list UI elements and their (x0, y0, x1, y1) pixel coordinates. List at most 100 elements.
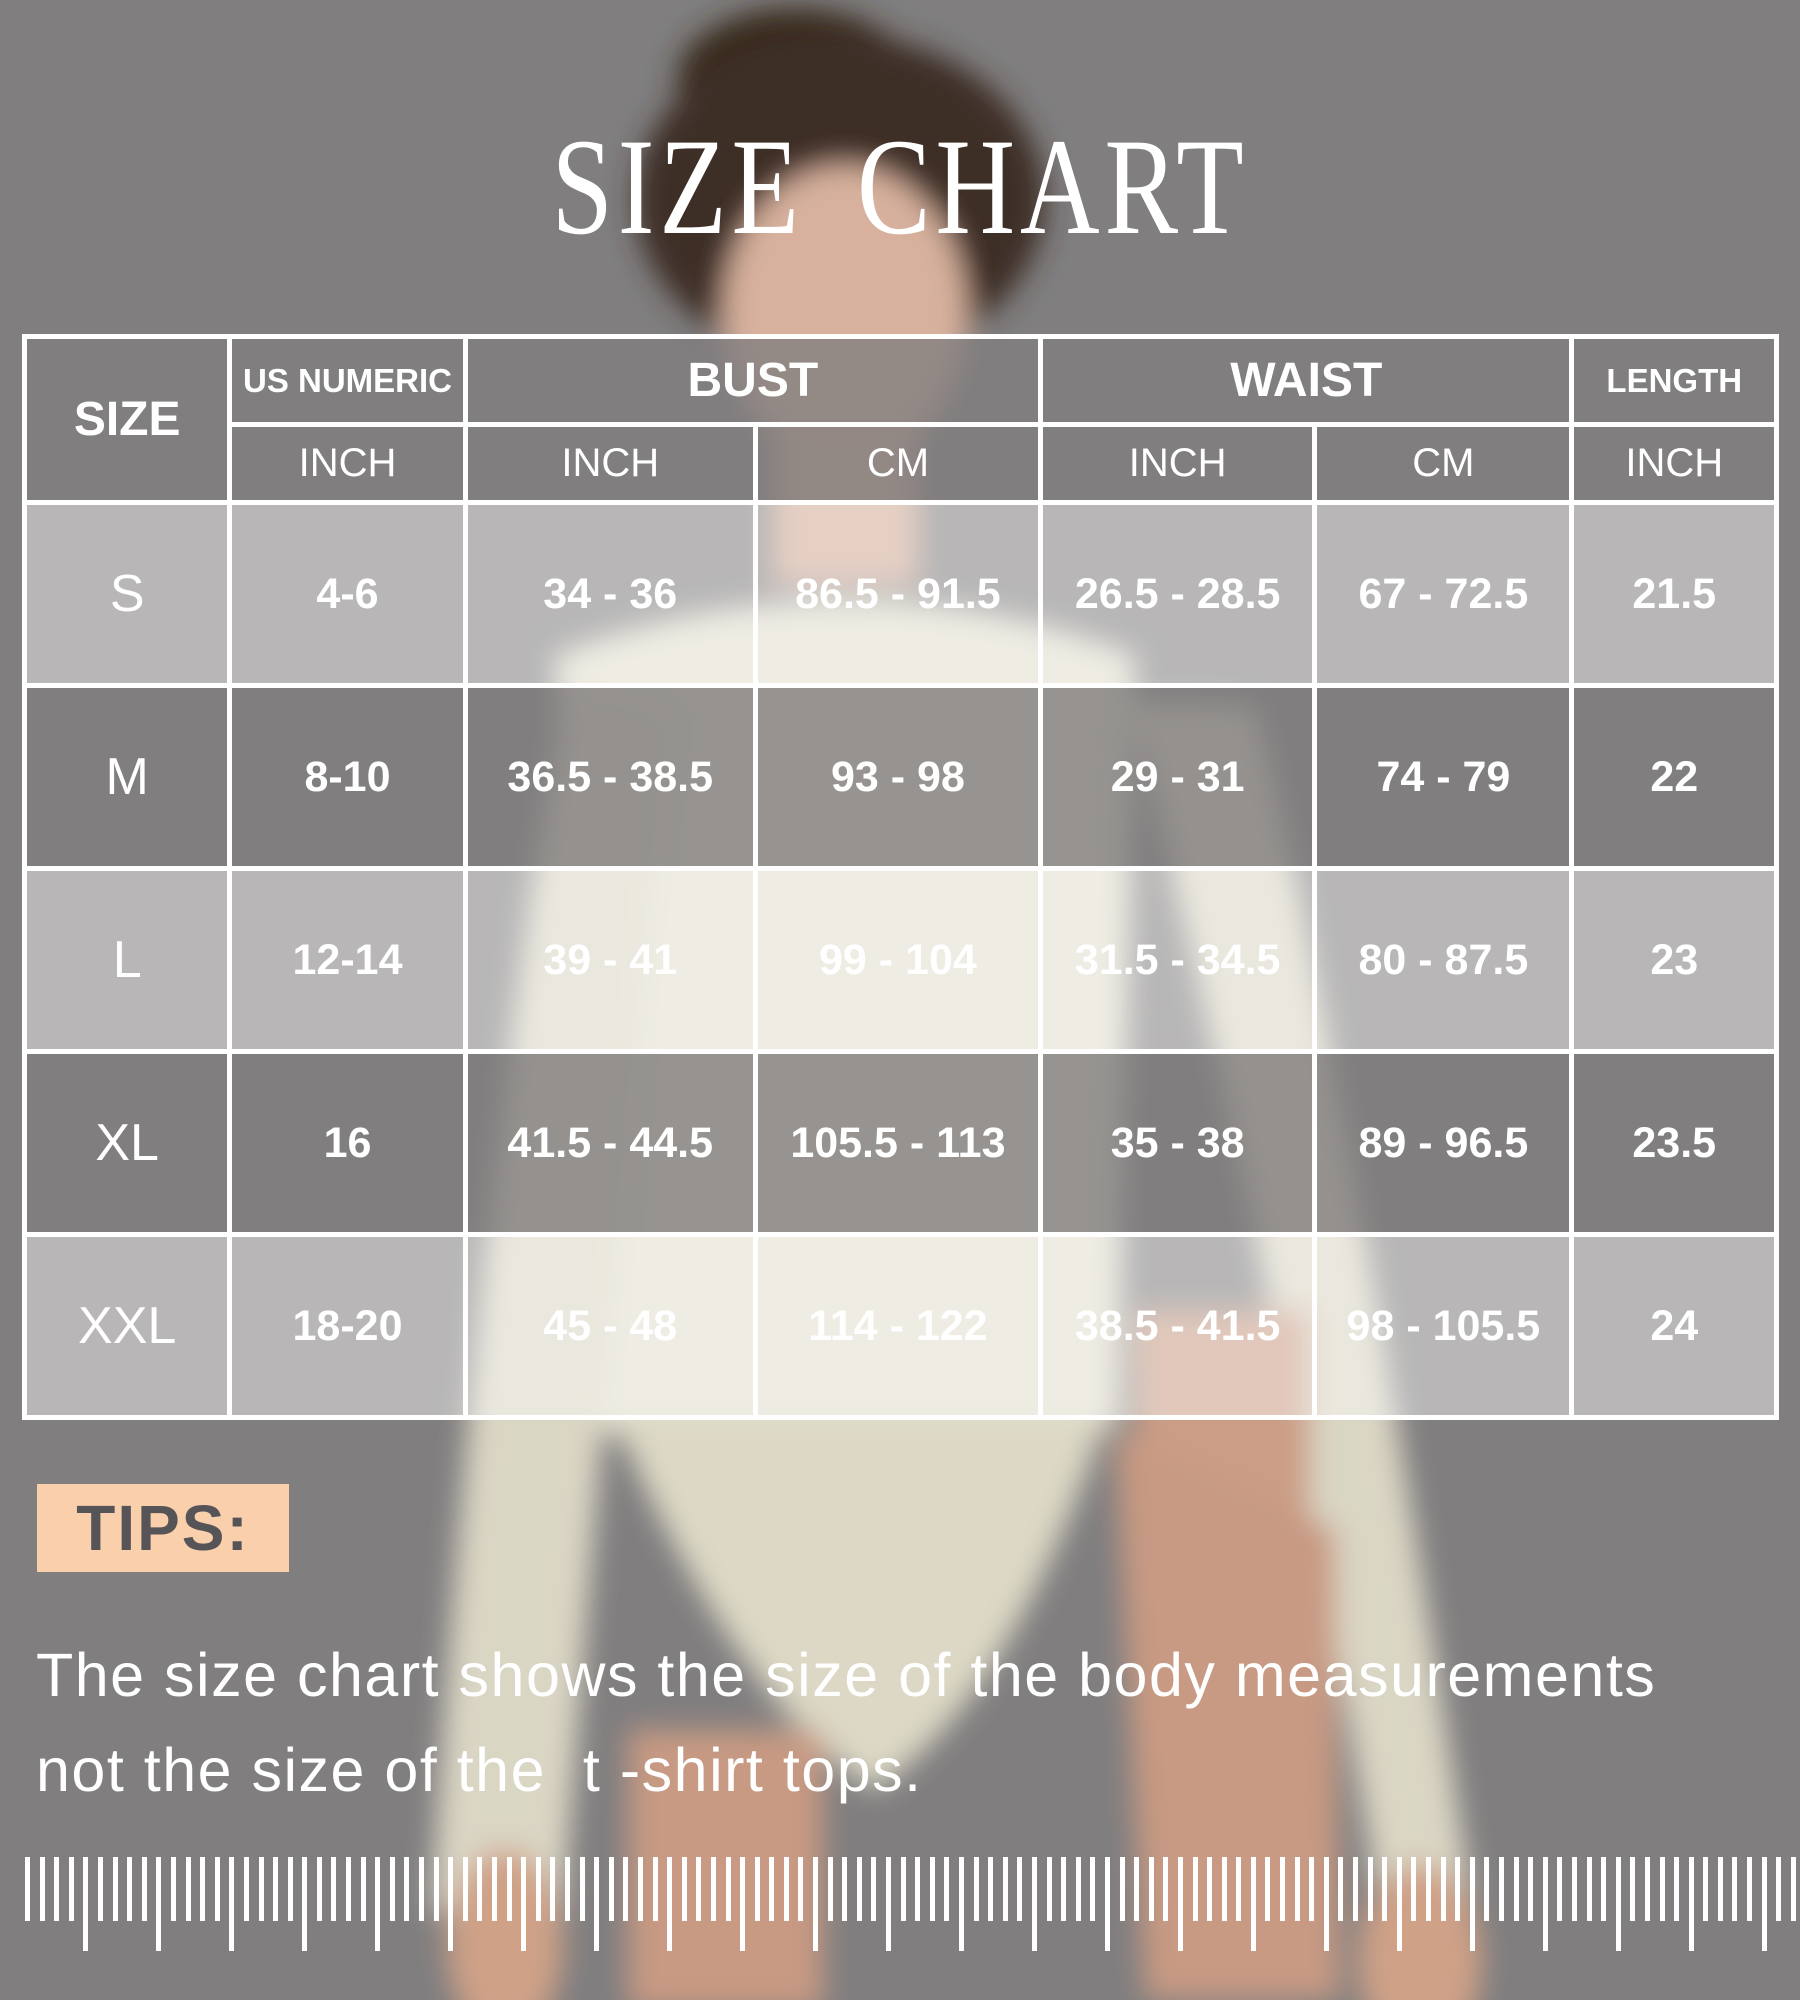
unit-waist-cm: CM (1312, 422, 1575, 505)
ruler-tick (1674, 1857, 1680, 1921)
ruler-tick (783, 1857, 789, 1921)
table-row-s: S 4-6 34 - 36 86.5 - 91.5 26.5 - 28.5 67… (21, 500, 1779, 688)
ruler-tick (54, 1857, 60, 1921)
bust-inch-cell: 41.5 - 44.5 (462, 1049, 758, 1237)
waist-cm-cell: 89 - 96.5 (1312, 1049, 1575, 1237)
ruler-tick (258, 1857, 264, 1921)
model-left-hand (447, 1850, 563, 2000)
waist-cm-cell: 74 - 79 (1312, 683, 1575, 871)
ruler-tick (1061, 1857, 1067, 1921)
ruler-tick (1163, 1857, 1169, 1921)
ruler-tick (1090, 1857, 1096, 1921)
ruler-tick (25, 1857, 30, 1921)
note-line-2: not the size of the t -shirt tops. (36, 1736, 923, 1804)
ruler-tick (681, 1857, 687, 1921)
ruler-tick (1571, 1857, 1577, 1921)
ruler-tick (68, 1857, 74, 1921)
ruler-tick (1469, 1857, 1475, 1951)
bust-cm-cell: 99 - 104 (752, 866, 1044, 1054)
ruler-tick (1790, 1857, 1796, 1921)
ruler-tick (39, 1857, 45, 1921)
ruler-tick (1134, 1857, 1140, 1921)
ruler-tick (1498, 1857, 1504, 1921)
bust-cm-cell: 114 - 122 (752, 1232, 1044, 1420)
ruler-tick (375, 1857, 381, 1951)
ruler-tick (988, 1857, 994, 1921)
ruler-tick (1703, 1857, 1709, 1921)
ruler-tick (477, 1857, 483, 1921)
us-numeric-cell: 18-20 (227, 1232, 468, 1420)
ruler-tick (433, 1857, 439, 1921)
bust-cm-cell: 86.5 - 91.5 (752, 500, 1044, 688)
ruler-tick (185, 1857, 191, 1921)
ruler-tick (1557, 1857, 1563, 1921)
ruler-tick (346, 1857, 352, 1921)
ruler-tick (273, 1857, 279, 1921)
col-header-us-numeric: US NUMERIC (227, 334, 468, 427)
length-inch-cell: 23 (1569, 866, 1779, 1054)
ruler-tick (608, 1857, 614, 1921)
waist-cm-cell: 98 - 105.5 (1312, 1232, 1575, 1420)
waist-cm-cell: 67 - 72.5 (1312, 500, 1575, 688)
ruler-tick (170, 1857, 176, 1921)
ruler-tick (1017, 1857, 1023, 1921)
ruler-tick (404, 1857, 410, 1921)
header-row-groups: SIZE US NUMERIC BUST WAIST LENGTH (21, 334, 1779, 505)
ruler-tick (1148, 1857, 1154, 1921)
ruler-tick (1601, 1857, 1607, 1921)
ruler-tick (1455, 1857, 1461, 1921)
ruler-tick (667, 1857, 673, 1951)
waist-inch-cell: 35 - 38 (1038, 1049, 1318, 1237)
ruler-tick (1528, 1857, 1534, 1921)
table-row-l: L 12-14 39 - 41 99 - 104 31.5 - 34.5 80 … (21, 866, 1779, 1054)
bust-cm-cell: 105.5 - 113 (752, 1049, 1044, 1237)
col-header-length: LENGTH (1569, 334, 1779, 427)
ruler-tick (1353, 1857, 1359, 1921)
ruler-tick (462, 1857, 468, 1921)
us-numeric-cell: 16 (227, 1049, 468, 1237)
ruler-tick (856, 1857, 862, 1921)
ruler-tick (1411, 1857, 1417, 1921)
col-header-waist: WAIST (1038, 334, 1575, 427)
us-numeric-cell: 12-14 (227, 866, 468, 1054)
size-cell: XXL (21, 1232, 233, 1420)
ruler-tick (1396, 1857, 1402, 1951)
model-right-hand (1358, 1865, 1482, 2000)
header-row-units: INCH INCH CM INCH CM INCH (25, 422, 1779, 505)
length-inch-cell: 22 (1569, 683, 1779, 871)
ruler-tick (594, 1857, 600, 1951)
table-row-m: M 8-10 36.5 - 38.5 93 - 98 29 - 31 74 - … (21, 683, 1779, 871)
size-cell: M (21, 683, 233, 871)
unit-waist-inch: INCH (1038, 422, 1318, 505)
ruler-tick (97, 1857, 103, 1921)
ruler-tick (535, 1857, 541, 1921)
ruler-tick (710, 1857, 716, 1921)
size-cell: S (21, 500, 233, 688)
ruler-tick (754, 1857, 760, 1921)
col-header-size: SIZE (21, 334, 233, 505)
waist-inch-cell: 29 - 31 (1038, 683, 1318, 871)
ruler-tick (506, 1857, 512, 1921)
us-numeric-cell: 4-6 (227, 500, 468, 688)
waist-inch-cell: 38.5 - 41.5 (1038, 1232, 1318, 1420)
ruler-tick (1630, 1857, 1636, 1921)
ruler-tick (1615, 1857, 1621, 1951)
ruler-tick (652, 1857, 658, 1921)
ruler-tick (1440, 1857, 1446, 1921)
ruler-tick (1323, 1857, 1329, 1951)
ruler-tick (1250, 1857, 1256, 1951)
ruler-tick (1294, 1857, 1300, 1921)
ruler-tick (725, 1857, 731, 1921)
bust-inch-cell: 36.5 - 38.5 (462, 683, 758, 871)
ruler-tick (1688, 1857, 1694, 1951)
ruler-tick (623, 1857, 629, 1921)
ruler-tick (550, 1857, 556, 1921)
ruler-tick (637, 1857, 643, 1921)
ruler-tick (1104, 1857, 1110, 1951)
size-chart-table: SIZE US NUMERIC BUST WAIST LENGTH INCH I… (21, 334, 1779, 1420)
ruler-tick (83, 1857, 89, 1951)
ruler-tick (1309, 1857, 1315, 1921)
unit-length-inch: INCH (1569, 422, 1779, 505)
tips-label: TIPS: (76, 1492, 250, 1564)
